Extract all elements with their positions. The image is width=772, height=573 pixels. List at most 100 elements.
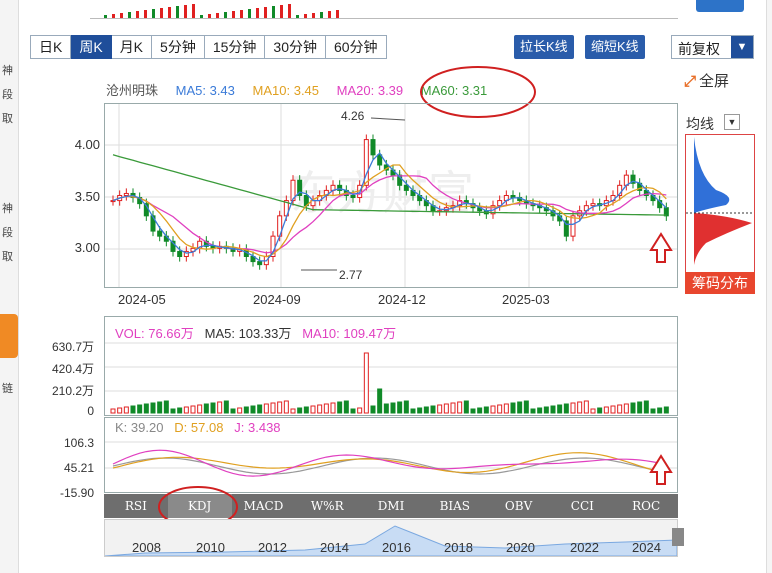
volume-bar [243, 406, 249, 414]
vol-y-label: 210.2万 [51, 384, 94, 398]
tab-dmi[interactable]: DMI [377, 499, 405, 513]
stock-name: 沧州明珠 [106, 83, 159, 98]
x-label: 2024-12 [378, 292, 426, 307]
tab-15min[interactable]: 15分钟 [204, 35, 266, 59]
timeline-scroller[interactable] [104, 519, 678, 557]
volume-bar [317, 404, 323, 414]
timeline-label: 2016 [382, 540, 411, 555]
mini-bar [160, 8, 163, 18]
mini-bar [200, 15, 203, 18]
adjust-select[interactable]: 前复权 ▼ [671, 35, 754, 59]
mini-bar [128, 12, 131, 18]
volume-bar [130, 405, 136, 414]
kdj-chart[interactable]: K: 39.20 D: 57.08 J: 3.438 [104, 417, 678, 493]
volume-bar [590, 408, 596, 414]
candlestick-chart[interactable]: 东方财富 4.26 2.77 [104, 103, 678, 288]
timeline-label: 2012 [258, 540, 287, 555]
tab-60min[interactable]: 60分钟 [325, 35, 387, 59]
volume-bar [230, 408, 236, 414]
kdj-j: J: 3.438 [234, 420, 281, 435]
volume-bar [610, 405, 616, 414]
candle [363, 139, 369, 186]
kdj-legend: K: 39.20 D: 57.08 J: 3.438 [115, 420, 281, 435]
volume-bar [550, 405, 556, 414]
chevron-down-icon: ▼ [731, 36, 753, 58]
tab-daily[interactable]: 日K [30, 35, 72, 59]
volume-bar [543, 406, 549, 414]
mini-bar [288, 4, 291, 18]
tab-cci[interactable]: CCI [570, 499, 594, 513]
timeline-handle[interactable] [672, 528, 684, 546]
volume-bar [183, 406, 189, 414]
volume-bar [637, 401, 643, 414]
volume-bar [383, 403, 389, 414]
sidebar-char: 神 [2, 65, 13, 77]
mini-bar [144, 10, 147, 18]
volume-bar [463, 400, 469, 414]
avg-line-select[interactable]: ▼ [724, 114, 740, 130]
tab-monthly[interactable]: 月K [111, 35, 153, 59]
right-edge [766, 0, 772, 573]
tab-roc[interactable]: ROC [632, 499, 661, 513]
tab-rsi[interactable]: RSI [124, 499, 147, 513]
vol-y-label: 630.7万 [51, 340, 94, 354]
mini-bar [248, 9, 251, 18]
mini-bar [256, 8, 259, 18]
mini-bar [312, 13, 315, 18]
volume-svg [105, 342, 677, 414]
tab-weekly[interactable]: 周K [71, 35, 112, 59]
fullscreen-button[interactable]: ⤢ 全屏 [684, 70, 729, 91]
mini-bar [224, 12, 227, 18]
volume-bar [377, 388, 383, 414]
top-action-button[interactable] [696, 0, 744, 12]
mini-bar [168, 7, 171, 18]
volume-bar [497, 404, 503, 414]
volume-bar [583, 400, 589, 414]
tab-kdj[interactable]: KDJ [167, 494, 232, 518]
sidebar-char: 段 [2, 89, 13, 101]
volume-bar [237, 407, 243, 414]
period-tabs: 日K 周K 月K 5分钟 15分钟 30分钟 60分钟 [30, 35, 387, 59]
volume-bar [197, 404, 203, 414]
mini-bar [112, 14, 115, 18]
volume-bar [623, 403, 629, 414]
volume-bar [650, 408, 656, 414]
tab-bias[interactable]: BIAS [439, 499, 471, 513]
volume-bar [143, 403, 149, 414]
volume-bar [657, 407, 663, 414]
mini-bar [304, 14, 307, 18]
candle [570, 215, 576, 237]
candle [257, 261, 263, 266]
side-widget-button[interactable] [0, 314, 18, 358]
tab-5min[interactable]: 5分钟 [152, 35, 205, 59]
volume-bar [490, 405, 496, 414]
mini-bar [104, 15, 107, 18]
volume-bar [457, 401, 463, 414]
x-label: 2025-03 [502, 292, 550, 307]
volume-chart[interactable]: VOL: 76.66万 MA5: 103.33万 MA10: 109.47万 [104, 316, 678, 416]
vol-ma10: MA10: 109.47万 [302, 326, 397, 341]
tab-macd[interactable]: MACD [243, 499, 284, 513]
low-annotation: 2.77 [339, 268, 363, 282]
candle [157, 230, 163, 237]
volume-bar [297, 407, 303, 414]
volume-bar [157, 401, 163, 414]
volume-bar [283, 400, 289, 414]
volume-bar [310, 405, 316, 414]
mini-bar [208, 14, 211, 18]
stretch-kline-button[interactable]: 拉长K线 [514, 35, 574, 59]
mini-bar [272, 6, 275, 18]
volume-bar [443, 403, 449, 414]
chip-distribution-button[interactable]: 筹码分布 [685, 272, 755, 294]
tab-wr[interactable]: W%R [310, 499, 344, 513]
mini-bar [328, 11, 331, 18]
volume-bar [510, 402, 516, 414]
y-label: 3.00 [74, 240, 100, 255]
volume-bar [537, 407, 543, 414]
volume-bar [203, 403, 209, 414]
shrink-kline-button[interactable]: 缩短K线 [585, 35, 645, 59]
tab-30min[interactable]: 30分钟 [265, 35, 326, 59]
left-sidebar-strip: 神 段 取 神 段 取 链 [0, 0, 19, 573]
ma-legend: 沧州明珠 MA5: 3.43 MA10: 3.45 MA20: 3.39 MA6… [106, 80, 501, 99]
tab-obv[interactable]: OBV [504, 499, 533, 513]
